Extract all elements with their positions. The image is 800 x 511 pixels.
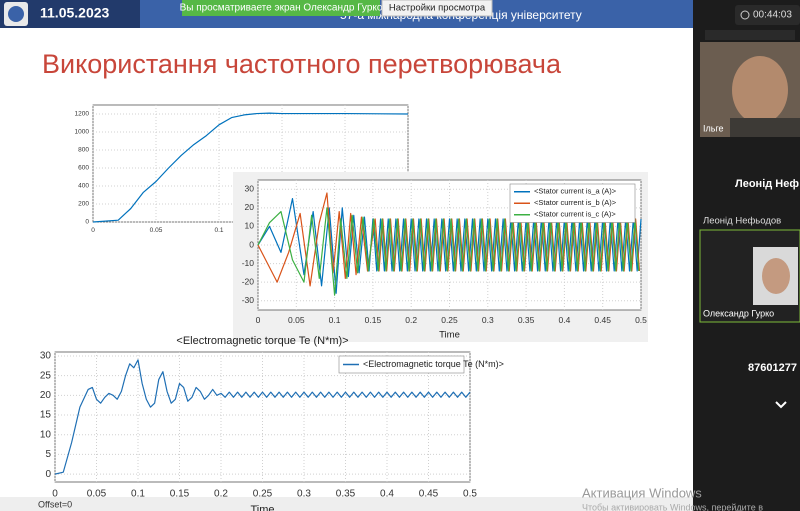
slide-title: Використання частотного перетворювача [42, 49, 562, 79]
data-line [54, 359, 471, 475]
y-tick-label: -30 [242, 295, 255, 305]
share-notice: Вы просматриваете экран Олександр Гурко [180, 3, 383, 14]
y-tick-label: 200 [78, 201, 89, 208]
x-tick-label: 0 [91, 227, 95, 234]
x-tick-label: 0.2 [214, 489, 228, 500]
legend-label: <Stator current is_b (A)> [534, 198, 617, 207]
timer-box [735, 5, 800, 25]
logo-emblem [8, 6, 24, 22]
data-line [92, 112, 409, 223]
tile-1-name: Ільге [703, 123, 724, 133]
view-settings-button[interactable] [381, 0, 493, 17]
tile-2-name: Леонід Нефьодов [703, 216, 781, 227]
y-tick-label: 30 [40, 351, 52, 362]
y-tick-label: 1200 [75, 111, 90, 118]
panel-toolbar [705, 30, 795, 40]
x-tick-label: 0.5 [463, 489, 477, 500]
x-tick-label: 0.15 [170, 489, 190, 500]
y-tick-label: 1000 [75, 129, 90, 136]
charts: 02004006008001000120000.050.10.150.20.25… [40, 104, 648, 511]
x-tick-label: 0.4 [380, 489, 394, 500]
x-tick-label: 0.5 [635, 315, 647, 325]
y-tick-label: 800 [78, 147, 89, 154]
x-tick-label: 0.25 [441, 315, 458, 325]
y-tick-label: 20 [40, 390, 52, 401]
x-tick-label: 0 [256, 315, 261, 325]
y-tick-label: 0 [85, 219, 89, 226]
share-banner [182, 0, 380, 16]
y-tick-label: 10 [245, 221, 255, 231]
x-axis-label: Time [439, 330, 460, 341]
x-tick-label: 0.45 [594, 315, 611, 325]
y-tick-label: 10 [40, 429, 52, 440]
x-tick-label: 0.2 [405, 315, 417, 325]
chart-title: <Electromagnetic torque Te (N*m)> [176, 335, 348, 347]
x-tick-label: 0.05 [288, 315, 305, 325]
x-tick-label: 0.45 [419, 489, 439, 500]
scroll-down-arrow[interactable] [775, 401, 787, 409]
x-tick-label: 0.3 [482, 315, 494, 325]
y-tick-label: 0 [45, 469, 51, 480]
offset-label: Offset=0 [38, 499, 72, 509]
phone-number: 87601277 [748, 362, 797, 374]
x-tick-label: 0.35 [518, 315, 535, 325]
timer-icon [740, 10, 750, 20]
activation-watermark: Активация Windows [582, 485, 702, 500]
y-tick-label: 25 [40, 370, 52, 381]
legend-box [509, 183, 636, 223]
x-axis-label: Time [250, 504, 274, 511]
y-tick-label: 0 [249, 239, 254, 249]
chart: 0 5 10 15 20 25 30 0 0.05 0.1 0.15 0.2 0.25 0.3 0.35 0.… [40, 335, 504, 511]
x-tick-label: 0.1 [214, 227, 223, 234]
participant-face [732, 56, 788, 124]
x-tick-label: 0.3 [297, 489, 311, 500]
y-tick-label: 20 [245, 202, 255, 212]
avatar-face [762, 258, 790, 294]
speaker-banner: Леонід Неф [735, 178, 799, 190]
x-tick-label: 0.1 [131, 489, 145, 500]
legend-label: <Stator current is_a (A)> [534, 187, 617, 196]
y-tick-label: 400 [78, 183, 89, 190]
y-tick-label: 600 [78, 165, 89, 172]
data-line [257, 192, 641, 287]
x-tick-label: 0 [52, 489, 58, 500]
x-tick-label: 0.35 [336, 489, 356, 500]
x-tick-label: 0.4 [558, 315, 570, 325]
y-tick-label: 15 [40, 410, 52, 421]
date: 11.05.2023 [40, 5, 110, 21]
timer: 00:44:03 [753, 10, 792, 21]
y-tick-label: 30 [245, 184, 255, 194]
y-tick-label: -20 [242, 276, 255, 286]
chart: -30 -20 -10 0 10 20 30 0 0.05 0.1 0.15 0.2 0.25 0.3 0.… [233, 172, 648, 342]
x-tick-label: 0.15 [365, 315, 382, 325]
legend-label: <Electromagnetic torque Te (N*m)> [363, 359, 504, 369]
x-tick-label: 0.05 [87, 489, 107, 500]
tile-3-name: Олександр Гурко [703, 308, 774, 318]
x-tick-label: 0.1 [329, 315, 341, 325]
y-tick-label: -10 [242, 258, 255, 268]
y-tick-label: 5 [45, 449, 51, 460]
activation-hint: Чтобы активировать Windows, перейдите в [582, 502, 763, 511]
legend-box [338, 355, 465, 374]
footer-strip [0, 497, 693, 511]
legend-label: <Stator current is_c (A)> [534, 210, 616, 219]
x-tick-label: 0.25 [253, 489, 273, 500]
view-settings-label[interactable]: Настройки просмотра [389, 3, 486, 14]
data-line [257, 207, 640, 296]
participant-shirt [730, 118, 800, 137]
x-tick-label: 0.05 [150, 227, 163, 234]
